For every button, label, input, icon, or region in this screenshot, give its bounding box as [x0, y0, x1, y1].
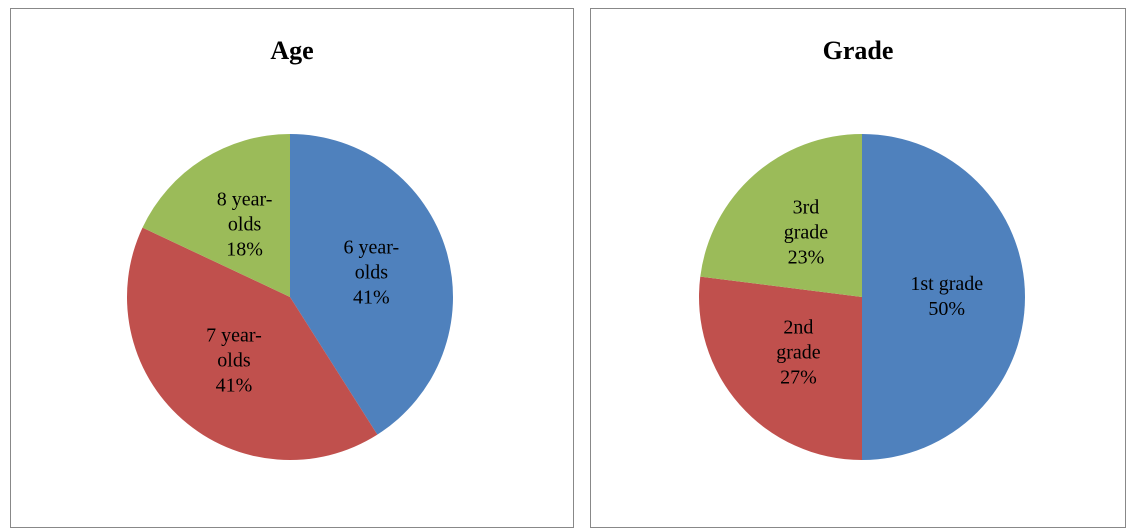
value-label: 50%	[928, 298, 966, 320]
category-label: 2nd grade	[776, 316, 821, 364]
category-label: 3rd grade	[783, 196, 829, 244]
pie-slice	[127, 227, 378, 460]
category-label: 8 year-olds	[216, 188, 273, 236]
slice-label: 1st grade 50%	[910, 272, 984, 322]
slice-label: 3rd grade 23%	[769, 196, 843, 271]
value-label: 18%	[226, 238, 263, 261]
charts	[127, 134, 1025, 461]
chart-title: Grade	[822, 36, 894, 65]
pie-slice	[290, 134, 453, 435]
category-label: 6 year-olds	[343, 236, 400, 284]
page: (() => { const data = JSON.parse(documen…	[10, 8, 1126, 528]
chart-title: Age	[270, 36, 314, 65]
slice-label: 6 year-olds 41%	[334, 236, 408, 311]
slice-label: 7 year-olds 41%	[197, 323, 271, 398]
pie-slice	[142, 134, 290, 297]
pie-slice	[698, 276, 862, 461]
category-label: 7 year-olds	[206, 324, 262, 372]
pie-slice	[700, 134, 862, 297]
category-label: 1st grade	[910, 273, 984, 295]
value-label: 23%	[787, 246, 825, 269]
pie-slice	[862, 134, 1025, 460]
value-label: 41%	[215, 374, 253, 397]
value-label: 27%	[780, 366, 817, 389]
slice-label: 8 year-olds 18%	[208, 188, 282, 263]
slice-label: 2nd grade 27%	[761, 316, 835, 391]
value-label: 41%	[353, 286, 390, 309]
